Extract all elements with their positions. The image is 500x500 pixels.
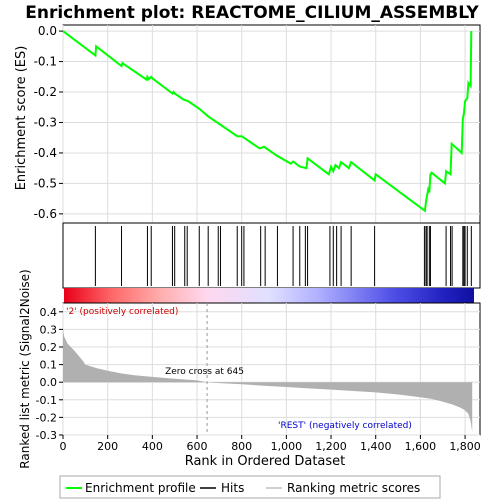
es-panel-frame [62, 24, 481, 224]
metric-y-tick-label-5: 0.2 [40, 341, 58, 354]
metric-y-tick-label-0: -0.3 [36, 429, 57, 442]
es-gridlines [62, 25, 480, 223]
x-axis-label: Rank in Ordered Dataset [185, 454, 346, 469]
x-tick-label-7: 1,400 [360, 440, 392, 453]
legend-label-enrichment: Enrichment profile [85, 481, 196, 495]
metric-y-tick-label-4: 0.1 [40, 359, 58, 372]
metric-y-label: Ranked list metric (Signal2Noise) [18, 269, 32, 468]
es-y-ticks: 0.0 -0.1 -0.2 -0.3 -0.4 -0.5 -0.6 [34, 24, 63, 221]
x-tick-label-6: 1,200 [315, 440, 347, 453]
hit-lines [94, 226, 472, 286]
x-tick-label-8: 1,600 [405, 440, 437, 453]
x-tick-label-5: 1,000 [271, 440, 303, 453]
metric-y-tick-label-3: 0.0 [40, 376, 58, 389]
x-tick-label-4: 800 [231, 440, 252, 453]
metric-y-tick-label-1: -0.2 [36, 411, 57, 424]
metric-panel-frame [62, 302, 481, 436]
es-y-tick-label-5: -0.5 [34, 176, 57, 190]
legend: Enrichment profile Hits Ranking metric s… [59, 475, 441, 499]
legend-label-hits: Hits [221, 481, 244, 495]
hits-panel-frame [62, 222, 481, 289]
metric-y-tick-label-2: -0.1 [36, 394, 57, 407]
es-y-tick-label-0: 0.0 [38, 24, 57, 38]
es-line [62, 30, 473, 213]
es-y-tick-label-4: -0.4 [34, 146, 57, 160]
metric-panel: Zero cross at 645 '2' (positively correl… [18, 269, 481, 469]
rank-color-bar [64, 288, 474, 303]
metric-y-tick-label-6: 0.3 [40, 323, 58, 336]
x-tick-label-0: 0 [60, 440, 67, 453]
zero-cross-label: Zero cross at 645 [165, 367, 244, 377]
metric-x-ticks: 0 200 400 600 800 1,000 1,200 1,400 1,600 1,800 [60, 435, 481, 453]
x-tick-label-9: 1,800 [449, 440, 481, 453]
positive-label: '2' (positively correlated) [66, 307, 178, 317]
metric-y-ticks: -0.3 -0.2 -0.1 0.0 0.1 0.2 0.3 0.4 [36, 306, 63, 442]
negative-label: 'REST' (negatively correlated) [278, 421, 412, 431]
metric-y-tick-label-7: 0.4 [40, 306, 58, 319]
x-tick-label-2: 400 [142, 440, 163, 453]
legend-label-ranking: Ranking metric scores [287, 481, 420, 495]
metric-area [63, 329, 473, 432]
es-y-tick-label-1: -0.1 [34, 55, 57, 69]
es-y-tick-label-6: -0.6 [34, 207, 57, 221]
chart-title: Enrichment plot: REACTOME_CILIUM_ASSEMBL… [25, 3, 479, 23]
hits-panel [62, 222, 481, 289]
es-panel: 0.0 -0.1 -0.2 -0.3 -0.4 -0.5 -0.6 Enrichment s… [14, 24, 481, 224]
legend-frame [59, 475, 441, 499]
es-y-label: Enrichment score (ES) [14, 46, 29, 191]
es-y-tick-label-3: -0.3 [34, 115, 57, 129]
es-y-tick-label-2: -0.2 [34, 85, 57, 99]
x-tick-label-3: 600 [187, 440, 208, 453]
x-tick-label-1: 200 [97, 440, 118, 453]
